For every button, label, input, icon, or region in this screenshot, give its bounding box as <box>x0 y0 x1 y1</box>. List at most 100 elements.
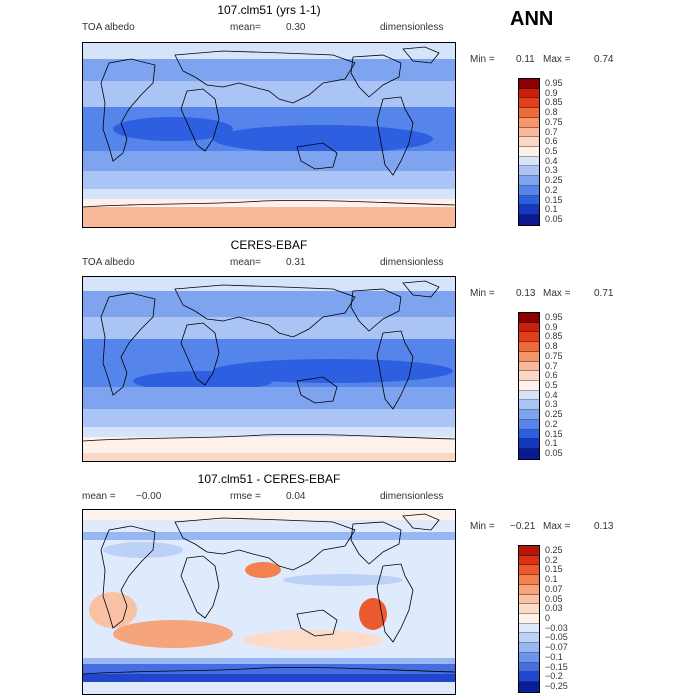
colorbar-box <box>519 643 539 653</box>
colorbar-tick-label: 0.95 <box>545 311 563 322</box>
colorbar-tick-label: 0.85 <box>545 97 563 108</box>
panel-1-max-value: 0.74 <box>594 54 614 65</box>
colorbar-tick-label: 0.05 <box>545 214 563 225</box>
colorbar-tick-label: 0.25 <box>545 544 563 555</box>
colorbar-box <box>519 390 539 401</box>
panel-1-map <box>82 42 456 228</box>
panel-2-map <box>82 276 456 462</box>
panel-3-max-value: 0.13 <box>594 521 614 532</box>
colorbar-box <box>519 662 539 673</box>
colorbar-box <box>519 322 539 333</box>
colorbar-box <box>519 419 539 430</box>
colorbar-tick-label: 0.8 <box>545 341 558 352</box>
colorbar-box <box>519 565 539 576</box>
panel-1-mean-label: mean= <box>230 22 261 33</box>
colorbar-tick-label: −0.15 <box>545 661 568 672</box>
panel-2-min-label: Min = <box>470 288 495 299</box>
colorbar-tick-label: 0.9 <box>545 87 558 98</box>
colorbar-box <box>519 584 539 595</box>
season-label: ANN <box>510 8 554 30</box>
colorbar-box <box>519 400 539 411</box>
panel-3-units: dimensionless <box>380 491 444 502</box>
colorbar-box <box>519 546 539 556</box>
colorbar-box <box>519 215 539 225</box>
colorbar-tick-label: 0.4 <box>545 389 558 400</box>
colorbar-tick-label: 0 <box>545 613 551 623</box>
colorbar-box <box>519 555 539 566</box>
colorbar-tick-label: −0.1 <box>545 651 563 662</box>
panel-2-max-label: Max = <box>543 288 571 299</box>
colorbar-box <box>519 361 539 372</box>
panel-1-mean-value: 0.30 <box>286 22 306 33</box>
colorbar-box <box>519 185 539 196</box>
panel-1-variable: TOA albedo <box>82 22 135 33</box>
panel-2-colorbar-labels: 0.95 0.9 0.85 0.8 0.75 0.7 0.6 0.5 0.4 0.3 0.25 0.2… <box>545 312 595 458</box>
colorbar-box <box>519 79 539 89</box>
panel-3-colorbar <box>518 545 540 693</box>
colorbar-tick-label: −0.25 <box>545 681 568 692</box>
colorbar-box <box>519 98 539 109</box>
panel-2-mean-label: mean= <box>230 257 261 268</box>
colorbar-box <box>519 127 539 138</box>
colorbar-box <box>519 575 539 585</box>
panel-3-min-label: Min = <box>470 521 495 532</box>
colorbar-box <box>519 604 539 615</box>
panel-2-title: CERES-EBAF <box>230 238 308 252</box>
colorbar-box <box>519 351 539 362</box>
colorbar-tick-label: 0.2 <box>545 554 558 565</box>
colorbar-box <box>519 449 539 459</box>
colorbar-tick-label: 0.6 <box>545 136 558 147</box>
colorbar-tick-label: −0.05 <box>545 632 568 643</box>
colorbar-tick-label: 0.25 <box>545 409 563 420</box>
colorbar-tick-label: 0.4 <box>545 155 558 166</box>
colorbar-box <box>519 342 539 352</box>
colorbar-box <box>519 682 539 692</box>
colorbar-tick-label: 0.15 <box>545 564 563 575</box>
colorbar-tick-label: 0.5 <box>545 146 558 156</box>
colorbar-tick-label: 0.03 <box>545 603 563 614</box>
colorbar-tick-label: 0.07 <box>545 583 563 594</box>
colorbar-tick-label: 0.5 <box>545 380 558 390</box>
colorbar-box <box>519 156 539 167</box>
colorbar-tick-label: 0.8 <box>545 107 558 118</box>
colorbar-tick-label: 0.05 <box>545 448 563 459</box>
colorbar-box <box>519 371 539 382</box>
colorbar-box <box>519 205 539 216</box>
panel-1-units: dimensionless <box>380 22 444 33</box>
colorbar-tick-label: 0.6 <box>545 370 558 381</box>
colorbar-box <box>519 88 539 99</box>
colorbar-tick-label: 0.75 <box>545 116 563 127</box>
colorbar-tick-label: 0.95 <box>545 77 563 88</box>
panel-2-max-value: 0.71 <box>594 288 614 299</box>
colorbar-tick-label: −0.2 <box>545 671 563 682</box>
colorbar-tick-label: −0.03 <box>545 622 568 633</box>
colorbar-box <box>519 137 539 148</box>
panel-3-mean-value: −0.00 <box>136 491 162 502</box>
panel-1-title: 107.clm51 (yrs 1-1) <box>217 3 321 17</box>
colorbar-box <box>519 117 539 128</box>
panel-3-max-label: Max = <box>543 521 571 532</box>
panel-3-rmse-label: rmse = <box>230 491 261 502</box>
colorbar-tick-label: −0.07 <box>545 642 568 653</box>
panel-3-title: 107.clm51 - CERES-EBAF <box>197 472 341 486</box>
colorbar-tick-label: 0.3 <box>545 399 558 410</box>
colorbar-box <box>519 108 539 118</box>
panel-3-mean-label: mean = <box>82 491 116 502</box>
panel-1-max-label: Max = <box>543 54 571 65</box>
colorbar-box <box>519 332 539 343</box>
colorbar-box <box>519 652 539 663</box>
panel-3-map <box>82 509 456 695</box>
colorbar-tick-label: 0.1 <box>545 574 558 585</box>
panel-1-colorbar <box>518 78 540 226</box>
panel-1-min-value: 0.11 <box>516 54 535 65</box>
panel-2-min-value: 0.13 <box>516 288 536 299</box>
panel-3-min-value: −0.21 <box>510 521 536 532</box>
colorbar-tick-label: 0.2 <box>545 184 558 195</box>
colorbar-tick-label: 0.2 <box>545 418 558 429</box>
colorbar-tick-label: 0.3 <box>545 165 558 176</box>
colorbar-box <box>519 166 539 177</box>
colorbar-box <box>519 381 539 391</box>
panel-3-colorbar-labels: 0.25 0.2 0.15 0.1 0.07 0.05 0.03 0 −0.03 −0.05 −0.… <box>545 545 595 691</box>
panel-1-min-label: Min = <box>470 54 495 65</box>
panel-3-rmse-value: 0.04 <box>286 491 306 502</box>
